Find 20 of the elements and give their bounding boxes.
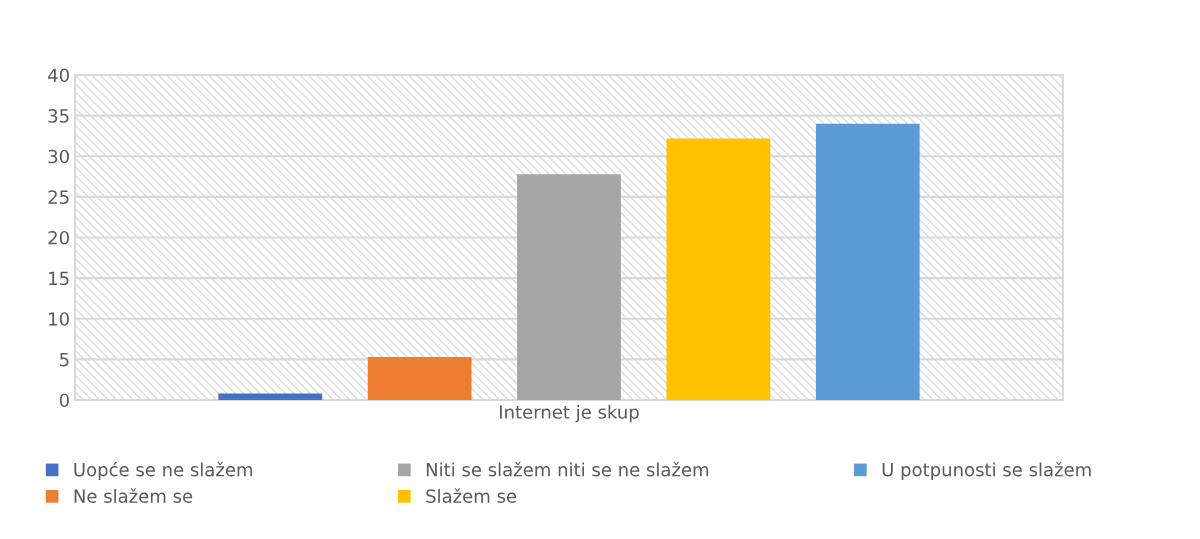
y-tick-label: 20 [48, 230, 69, 245]
bar [517, 174, 621, 400]
bar [218, 393, 323, 400]
legend-label: Uopće se ne slažem [74, 461, 253, 480]
bar [666, 138, 771, 400]
bar [367, 356, 472, 400]
y-tick-label: 30 [48, 149, 69, 164]
y-tick-label: 35 [48, 109, 69, 123]
y-tick-label: 10 [49, 312, 69, 326]
y-tick-label: 0 [59, 393, 69, 408]
legend-label: Ne slažem se [74, 488, 193, 503]
bar [815, 123, 920, 400]
y-tick-label: 25 [48, 190, 69, 204]
y-tick-label: 15 [49, 271, 69, 286]
x-tick-label: Internet je skup [500, 404, 639, 423]
legend-label: Niti se slažem niti se ne slažem [426, 461, 709, 477]
y-tick-label: 40 [48, 68, 69, 83]
legend-label: U potpunosti se slažem [882, 461, 1091, 480]
y-tick-label: 5 [60, 353, 69, 367]
legend-label: Slažem se [426, 488, 517, 503]
